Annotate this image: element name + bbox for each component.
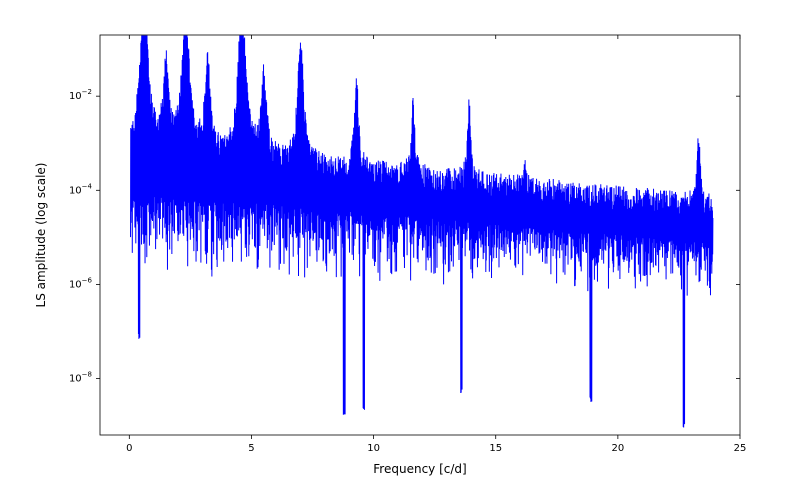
x-axis-label: Frequency [c/d] — [373, 462, 466, 476]
x-tick-label: 10 — [367, 443, 380, 454]
x-tick-label: 15 — [489, 443, 502, 454]
chart-container: 051015202510−810−610−410−2Frequency [c/d… — [0, 0, 800, 500]
y-axis-label: LS amplitude (log scale) — [34, 163, 48, 308]
x-tick-label: 20 — [611, 443, 624, 454]
periodogram-chart: 051015202510−810−610−410−2Frequency [c/d… — [0, 0, 800, 500]
x-tick-label: 0 — [126, 443, 132, 454]
x-tick-label: 5 — [248, 443, 254, 454]
x-tick-label: 25 — [734, 443, 747, 454]
